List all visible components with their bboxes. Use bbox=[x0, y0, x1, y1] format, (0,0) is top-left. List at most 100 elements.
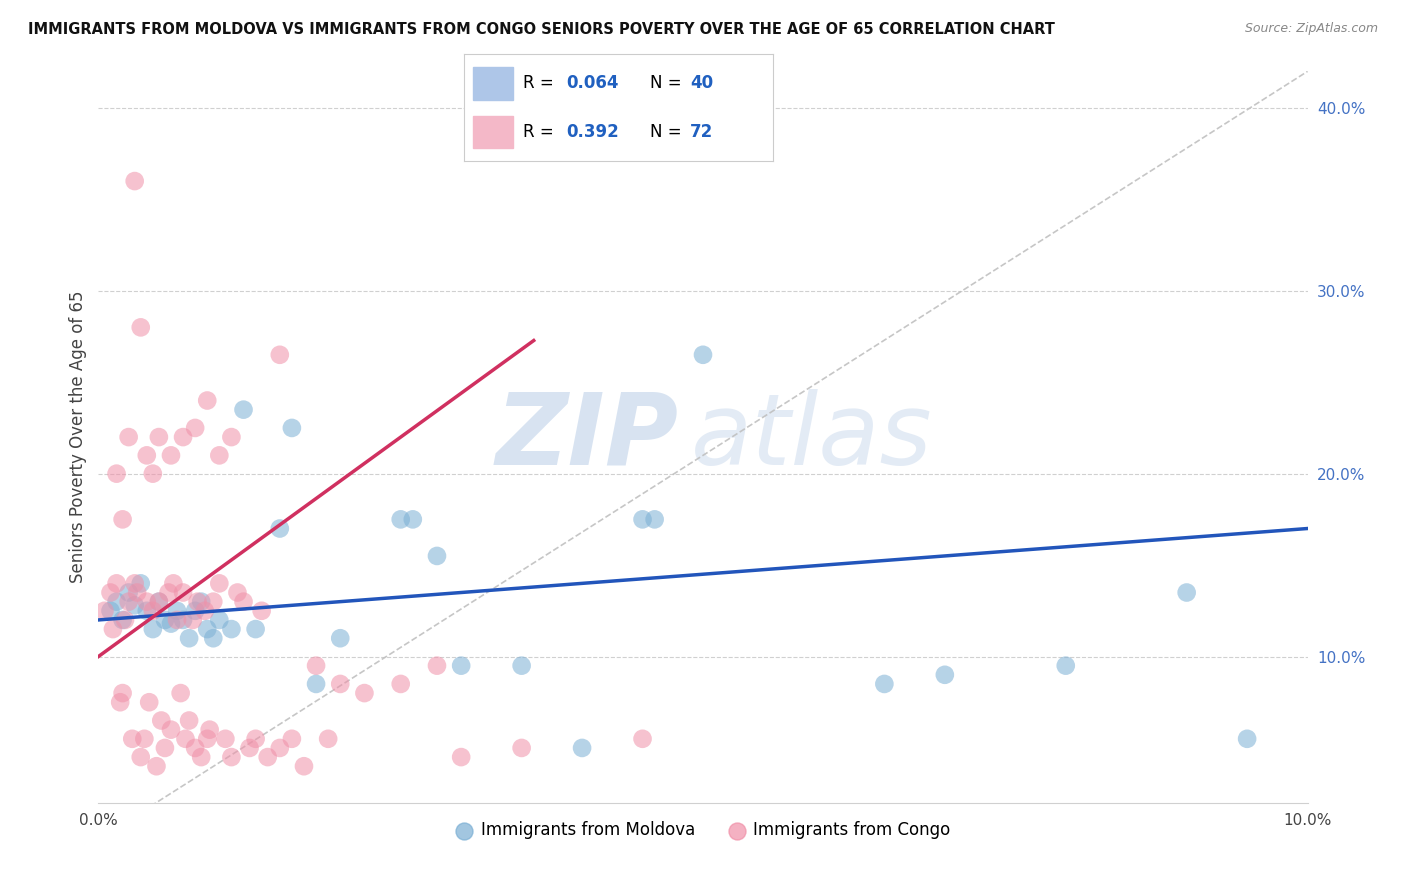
Point bbox=[510, 658, 533, 673]
Point bbox=[1175, 585, 1198, 599]
Point bbox=[402, 512, 425, 526]
Point bbox=[148, 430, 170, 444]
Text: N =: N = bbox=[650, 123, 686, 141]
Point bbox=[121, 731, 143, 746]
Point bbox=[292, 759, 315, 773]
Point bbox=[226, 585, 249, 599]
Point bbox=[100, 585, 122, 599]
Point bbox=[195, 622, 218, 636]
Point bbox=[389, 677, 412, 691]
Point bbox=[118, 594, 141, 608]
Point bbox=[124, 174, 146, 188]
Point bbox=[873, 677, 896, 691]
Point bbox=[166, 604, 188, 618]
Point bbox=[245, 731, 267, 746]
Point bbox=[329, 632, 352, 646]
Point bbox=[160, 616, 183, 631]
Text: 40: 40 bbox=[690, 75, 713, 93]
Point bbox=[202, 594, 225, 608]
Point bbox=[148, 594, 170, 608]
Point bbox=[127, 585, 149, 599]
Point bbox=[232, 402, 254, 417]
Point bbox=[1236, 731, 1258, 746]
Point bbox=[631, 512, 654, 526]
Text: atlas: atlas bbox=[690, 389, 932, 485]
Point bbox=[245, 622, 267, 636]
Point bbox=[389, 512, 412, 526]
Point bbox=[571, 740, 593, 755]
Point bbox=[644, 512, 666, 526]
Point bbox=[934, 667, 956, 681]
Point bbox=[269, 521, 291, 535]
Point bbox=[153, 740, 176, 755]
Point bbox=[221, 430, 243, 444]
Point bbox=[162, 576, 184, 591]
Text: IMMIGRANTS FROM MOLDOVA VS IMMIGRANTS FROM CONGO SENIORS POVERTY OVER THE AGE OF: IMMIGRANTS FROM MOLDOVA VS IMMIGRANTS FR… bbox=[28, 22, 1054, 37]
Point bbox=[316, 731, 339, 746]
Legend: Immigrants from Moldova, Immigrants from Congo: Immigrants from Moldova, Immigrants from… bbox=[449, 814, 957, 846]
FancyBboxPatch shape bbox=[474, 68, 513, 100]
Text: 0.392: 0.392 bbox=[567, 123, 619, 141]
Point bbox=[93, 604, 115, 618]
Point bbox=[221, 750, 243, 764]
Text: ZIP: ZIP bbox=[496, 389, 679, 485]
Point bbox=[160, 448, 183, 462]
Point bbox=[269, 348, 291, 362]
Point bbox=[124, 599, 146, 613]
Point bbox=[105, 594, 128, 608]
Point bbox=[190, 750, 212, 764]
Point bbox=[510, 740, 533, 755]
Point bbox=[179, 714, 201, 728]
Point bbox=[118, 430, 141, 444]
Point bbox=[111, 613, 134, 627]
Point bbox=[194, 604, 217, 618]
Point bbox=[150, 714, 173, 728]
Text: R =: R = bbox=[523, 123, 558, 141]
Point bbox=[184, 421, 207, 435]
Point bbox=[450, 750, 472, 764]
Point bbox=[157, 585, 180, 599]
Point bbox=[129, 320, 152, 334]
Point bbox=[135, 604, 157, 618]
Point bbox=[101, 622, 124, 636]
Point bbox=[239, 740, 262, 755]
Point bbox=[135, 448, 157, 462]
Point bbox=[221, 622, 243, 636]
Point bbox=[174, 731, 197, 746]
Point bbox=[172, 430, 194, 444]
Point bbox=[426, 658, 449, 673]
Point bbox=[232, 594, 254, 608]
Point bbox=[179, 632, 201, 646]
Point bbox=[105, 576, 128, 591]
Point bbox=[129, 750, 152, 764]
Point bbox=[142, 622, 165, 636]
Point bbox=[195, 393, 218, 408]
Point bbox=[195, 731, 218, 746]
Point bbox=[138, 695, 160, 709]
Point bbox=[208, 613, 231, 627]
Point bbox=[166, 613, 188, 627]
Point bbox=[202, 632, 225, 646]
Point bbox=[169, 686, 191, 700]
Point bbox=[114, 613, 136, 627]
Point bbox=[353, 686, 375, 700]
Y-axis label: Seniors Poverty Over the Age of 65: Seniors Poverty Over the Age of 65 bbox=[69, 291, 87, 583]
Point bbox=[153, 613, 176, 627]
Point bbox=[450, 658, 472, 673]
Point bbox=[190, 594, 212, 608]
Text: N =: N = bbox=[650, 75, 686, 93]
Point bbox=[269, 740, 291, 755]
Point bbox=[105, 467, 128, 481]
Point bbox=[305, 658, 328, 673]
Point bbox=[135, 594, 157, 608]
Point bbox=[208, 448, 231, 462]
Point bbox=[124, 576, 146, 591]
Point bbox=[426, 549, 449, 563]
Point bbox=[281, 731, 304, 746]
Point bbox=[184, 740, 207, 755]
Point bbox=[111, 512, 134, 526]
Point bbox=[145, 759, 167, 773]
Text: 0.064: 0.064 bbox=[567, 75, 619, 93]
Point bbox=[631, 731, 654, 746]
Point bbox=[692, 348, 714, 362]
